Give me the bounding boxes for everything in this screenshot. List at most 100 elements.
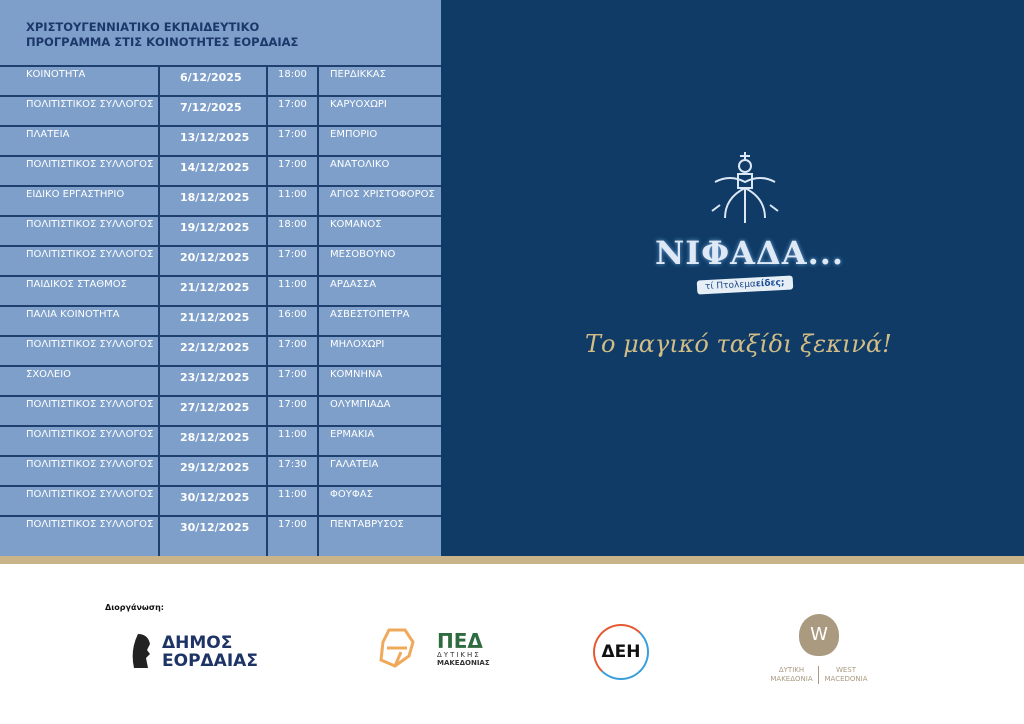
ped-logo: ΠΕΔ ΔΥΤΙΚΗΣ ΜΑΚΕΔΟΝΙΑΣ xyxy=(377,626,490,672)
cell-date: 18/12/2025 xyxy=(160,187,268,215)
schedule-row: ΠΟΛΙΤΙΣΤΙΚΟΣ ΣΥΛΛΟΓΟΣ 27/12/2025 17:00 ΟΛΥΜ… xyxy=(0,397,441,427)
cell-location: ΚΟΜΝΗΝΑ xyxy=(330,369,383,380)
schedule-row: ΠΟΛΙΤΙΣΤΙΚΟΣ ΣΥΛΛΟΓΟΣ 20/12/2025 17:00 ΜΕΣΟ… xyxy=(0,247,441,277)
schedule-row: ΣΧΟΛΕΙΟ 23/12/2025 17:00 ΚΟΜΝΗΝΑ xyxy=(0,367,441,397)
cell-location: ΦΟΥΦΑΣ xyxy=(330,489,373,500)
cell-venue: ΣΧΟΛΕΙΟ xyxy=(0,367,160,395)
cell-time: 11:00 xyxy=(268,427,319,455)
cell-location: ΜΗΛΟΧΩΡΙ xyxy=(330,339,385,350)
cell-venue: ΚΟΙΝΟΤΗΤΑ xyxy=(0,67,160,95)
cell-time: 18:00 xyxy=(268,217,319,245)
cell-location: ΚΟΜΑΝΟΣ xyxy=(330,219,382,230)
cell-venue: ΠΟΛΙΤΙΣΤΙΚΟΣ ΣΥΛΛΟΓΟΣ xyxy=(0,457,160,485)
cell-venue: ΠΟΛΙΤΙΣΤΙΚΟΣ ΣΥΛΛΟΓΟΣ xyxy=(0,427,160,455)
cell-venue: ΠΑΙΔΙΚΟΣ ΣΤΑΘΜΟΣ xyxy=(0,277,160,305)
logo-text: ΔΥΤΙΚΗ ΜΑΚΕΔΟΝΙΑ xyxy=(769,666,819,684)
cell-location: ΟΛΥΜΠΙΑΔΑ xyxy=(330,399,391,410)
cell-time: 17:00 xyxy=(268,97,319,125)
schedule-row: ΠΟΛΙΤΙΣΤΙΚΟΣ ΣΥΛΛΟΓΟΣ 28/12/2025 11:00 ΕΡΜΑ… xyxy=(0,427,441,457)
brand-name: ΝΙΦΑΔΑ... xyxy=(655,234,844,272)
west-macedonia-logo: W ΔΥΤΙΚΗ ΜΑΚΕΔΟΝΙΑ WEST MACEDONIA xyxy=(764,614,874,684)
cell-time: 17:00 xyxy=(268,337,319,365)
schedule-row: ΚΟΙΝΟΤΗΤΑ 6/12/2025 18:00 ΠΕΡΔΙΚΚΑΣ xyxy=(0,67,441,97)
cell-time: 18:00 xyxy=(268,67,319,95)
logo-text: ΠΕΔ xyxy=(437,629,483,653)
cell-date: 21/12/2025 xyxy=(160,307,268,335)
cell-date: 6/12/2025 xyxy=(160,67,268,95)
schedule-row: ΠΛΑΤΕΙΑ 13/12/2025 17:00 ΕΜΠΟΡΙΟ xyxy=(0,127,441,157)
cell-location: ΑΓΙΟΣ ΧΡΙΣΤΟΦΟΡΟΣ xyxy=(330,189,435,200)
cell-time: 17:30 xyxy=(268,457,319,485)
logo-text: ΔΗΜΟΣ xyxy=(162,633,233,653)
cell-venue: ΠΟΛΙΤΙΣΤΙΚΟΣ ΣΥΛΛΟΓΟΣ xyxy=(0,517,160,558)
cell-venue: ΕΙΔΙΚΟ ΕΡΓΑΣΤΗΡΙΟ xyxy=(0,187,160,215)
cell-date: 14/12/2025 xyxy=(160,157,268,185)
cell-location: ΑΣΒΕΣΤΟΠΕΤΡΑ xyxy=(330,309,410,320)
cell-venue: ΠΟΛΙΤΙΣΤΙΚΟΣ ΣΥΛΛΟΓΟΣ xyxy=(0,157,160,185)
logo-text: WEST MACEDONIA xyxy=(824,666,868,683)
schedule-row: ΕΙΔΙΚΟ ΕΡΓΑΣΤΗΡΙΟ 18/12/2025 11:00 ΑΓΙΟΣ ΧΡ… xyxy=(0,187,441,217)
cell-venue: ΠΛΑΤΕΙΑ xyxy=(0,127,160,155)
cell-date: 19/12/2025 xyxy=(160,217,268,245)
organizer-label: Διοργάνωση: xyxy=(105,603,165,612)
cell-location: ΠΕΝΤΑΒΡΥΣΟΣ xyxy=(330,519,404,530)
cell-venue: ΠΟΛΙΤΙΣΤΙΚΟΣ ΣΥΛΛΟΓΟΣ xyxy=(0,247,160,275)
cell-location: ΕΡΜΑΚΙΑ xyxy=(330,429,375,440)
cell-venue: ΠΟΛΙΤΙΣΤΙΚΟΣ ΣΥΛΛΟΓΟΣ xyxy=(0,217,160,245)
cell-location: ΜΕΣΟΒΟΥΝΟ xyxy=(330,249,396,260)
cell-date: 22/12/2025 xyxy=(160,337,268,365)
cell-date: 13/12/2025 xyxy=(160,127,268,155)
logo-text: ΜΑΚΕΔΟΝΙΑΣ xyxy=(437,659,490,667)
cell-location: ΠΕΡΔΙΚΚΑΣ xyxy=(330,69,386,80)
gold-divider xyxy=(0,556,1024,564)
cell-date: 7/12/2025 xyxy=(160,97,268,125)
cell-time: 17:00 xyxy=(268,127,319,155)
cell-date: 30/12/2025 xyxy=(160,517,268,558)
cell-date: 21/12/2025 xyxy=(160,277,268,305)
cell-location: ΕΜΠΟΡΙΟ xyxy=(330,129,378,140)
wm-emblem-icon: W xyxy=(799,614,839,656)
schedule-row: ΠΟΛΙΤΙΣΤΙΚΟΣ ΣΥΛΛΟΓΟΣ 30/12/2025 11:00 ΦΟΥΦ… xyxy=(0,487,441,517)
cell-time: 11:00 xyxy=(268,277,319,305)
logo-text: ΕΟΡΔΑΙΑΣ xyxy=(162,651,258,671)
dimos-eordaias-logo: ΔΗΜΟΣ ΕΟΡΔΑΙΑΣ xyxy=(130,632,258,672)
cell-venue: ΠΟΛΙΤΙΣΤΙΚΟΣ ΣΥΛΛΟΓΟΣ xyxy=(0,487,160,515)
deh-logo: ΔΕΗ xyxy=(593,624,649,680)
cell-location: ΚΑΡΥΟΧΩΡΙ xyxy=(330,99,387,110)
cell-location: ΓΑΛΑΤΕΙΑ xyxy=(330,459,379,470)
schedule-row: ΠΟΛΙΤΙΣΤΙΚΟΣ ΣΥΛΛΟΓΟΣ 7/12/2025 17:00 ΚΑΡΥΟ… xyxy=(0,97,441,127)
cell-date: 23/12/2025 xyxy=(160,367,268,395)
cell-date: 27/12/2025 xyxy=(160,397,268,425)
schedule-row: ΠΟΛΙΤΙΣΤΙΚΟΣ ΣΥΛΛΟΓΟΣ 30/12/2025 17:00 ΠΕΝΤ… xyxy=(0,517,441,558)
cell-date: 28/12/2025 xyxy=(160,427,268,455)
cell-time: 17:00 xyxy=(268,517,319,558)
cell-time: 11:00 xyxy=(268,487,319,515)
logo-text: ΔΥΤΙΚΗΣ xyxy=(437,651,481,659)
cell-date: 30/12/2025 xyxy=(160,487,268,515)
folk-ornament-icon xyxy=(711,152,779,223)
head-profile-icon xyxy=(132,634,150,668)
cell-location: ΑΡΔΑΣΣΑ xyxy=(330,279,377,290)
slogan: Το μαγικό ταξίδι ξεκινά! xyxy=(585,330,892,358)
cell-time: 17:00 xyxy=(268,367,319,395)
schedule-row: ΠΑΙΔΙΚΟΣ ΣΤΑΘΜΟΣ 21/12/2025 11:00 ΑΡΔΑΣΣΑ xyxy=(0,277,441,307)
schedule-row: ΠΟΛΙΤΙΣΤΙΚΟΣ ΣΥΛΛΟΓΟΣ 29/12/2025 17:30 ΓΑΛΑ… xyxy=(0,457,441,487)
tagline-part: τί Πτολεμα xyxy=(705,279,757,293)
schedule-row: ΠΟΛΙΤΙΣΤΙΚΟΣ ΣΥΛΛΟΓΟΣ 19/12/2025 18:00 ΚΟΜΑ… xyxy=(0,217,441,247)
cell-time: 16:00 xyxy=(268,307,319,335)
cell-date: 29/12/2025 xyxy=(160,457,268,485)
cell-time: 17:00 xyxy=(268,157,319,185)
cell-venue: ΠΑΛΙΑ ΚΟΙΝΟΤΗΤΑ xyxy=(0,307,160,335)
title-line: ΧΡΙΣΤΟΥΓΕΝΝΙΑΤΙΚΟ ΕΚΠΑΙΔΕΥΤΙΚΟ xyxy=(26,20,260,34)
cell-time: 11:00 xyxy=(268,187,319,215)
brand-tagline: τί Πτολεμαείδες; xyxy=(696,275,794,295)
schedule-title: ΧΡΙΣΤΟΥΓΕΝΝΙΑΤΙΚΟ ΕΚΠΑΙΔΕΥΤΙΚΟ ΠΡΟΓΡΑΜΜΑ… xyxy=(26,20,298,50)
nifada-logo: ΝΙΦΑΔΑ... τί Πτολεμαείδες; xyxy=(655,150,844,295)
schedule-row: ΠΟΛΙΤΙΣΤΙΚΟΣ ΣΥΛΛΟΓΟΣ 22/12/2025 17:00 ΜΗΛΟ… xyxy=(0,337,441,367)
schedule-row: ΠΑΛΙΑ ΚΟΙΝΟΤΗΤΑ 21/12/2025 16:00 ΑΣΒΕΣΤΟΠΕΤ… xyxy=(0,307,441,337)
schedule-panel: ΧΡΙΣΤΟΥΓΕΝΝΙΑΤΙΚΟ ΕΚΠΑΙΔΕΥΤΙΚΟ ΠΡΟΓΡΑΜΜΑ… xyxy=(0,0,441,558)
cell-time: 17:00 xyxy=(268,397,319,425)
schedule-table: ΚΟΙΝΟΤΗΤΑ 6/12/2025 18:00 ΠΕΡΔΙΚΚΑΣ ΠΟΛΙΤΙΣΤ… xyxy=(0,65,441,558)
schedule-row: ΠΟΛΙΤΙΣΤΙΚΟΣ ΣΥΛΛΟΓΟΣ 14/12/2025 17:00 ΑΝΑΤ… xyxy=(0,157,441,187)
cell-location: ΑΝΑΤΟΛΙΚΟ xyxy=(330,159,390,170)
